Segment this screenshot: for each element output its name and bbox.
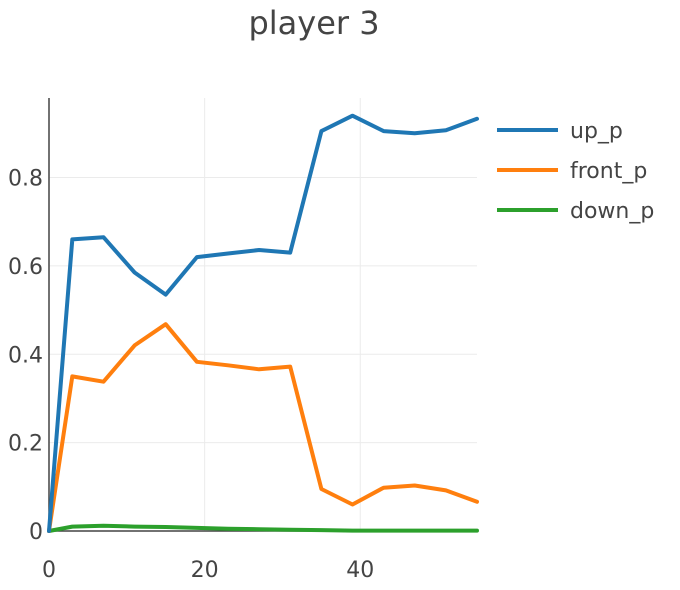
y-tick-label: 0.4 [8,343,43,368]
legend[interactable]: up_p front_p down_p [497,119,654,224]
y-tick-label: 0.8 [8,167,43,192]
series-line-front-p[interactable] [47,322,479,533]
y-tick-label: 0.2 [8,432,43,457]
legend-label: down_p [570,199,654,224]
x-tick-label: 40 [346,558,374,583]
series-line-down-p[interactable] [47,523,479,533]
legend-item-down-p[interactable]: down_p [497,199,654,224]
legend-label: up_p [570,119,623,144]
chart-title: player 3 [248,4,380,42]
legend-label: front_p [570,159,647,184]
y-tick-label: 0.6 [8,255,43,280]
x-tick-label: 0 [42,558,56,583]
legend-item-front-p[interactable]: front_p [497,159,647,184]
y-tick-label: 0 [29,520,43,545]
grid-layer [49,98,477,531]
axis-layer: 0 0.2 0.4 0.6 0.8 0 20 40 [8,98,477,583]
legend-item-up-p[interactable]: up_p [497,119,623,144]
x-tick-label: 20 [191,558,219,583]
series-line-up-p[interactable] [47,113,479,533]
series-layer [47,113,479,533]
